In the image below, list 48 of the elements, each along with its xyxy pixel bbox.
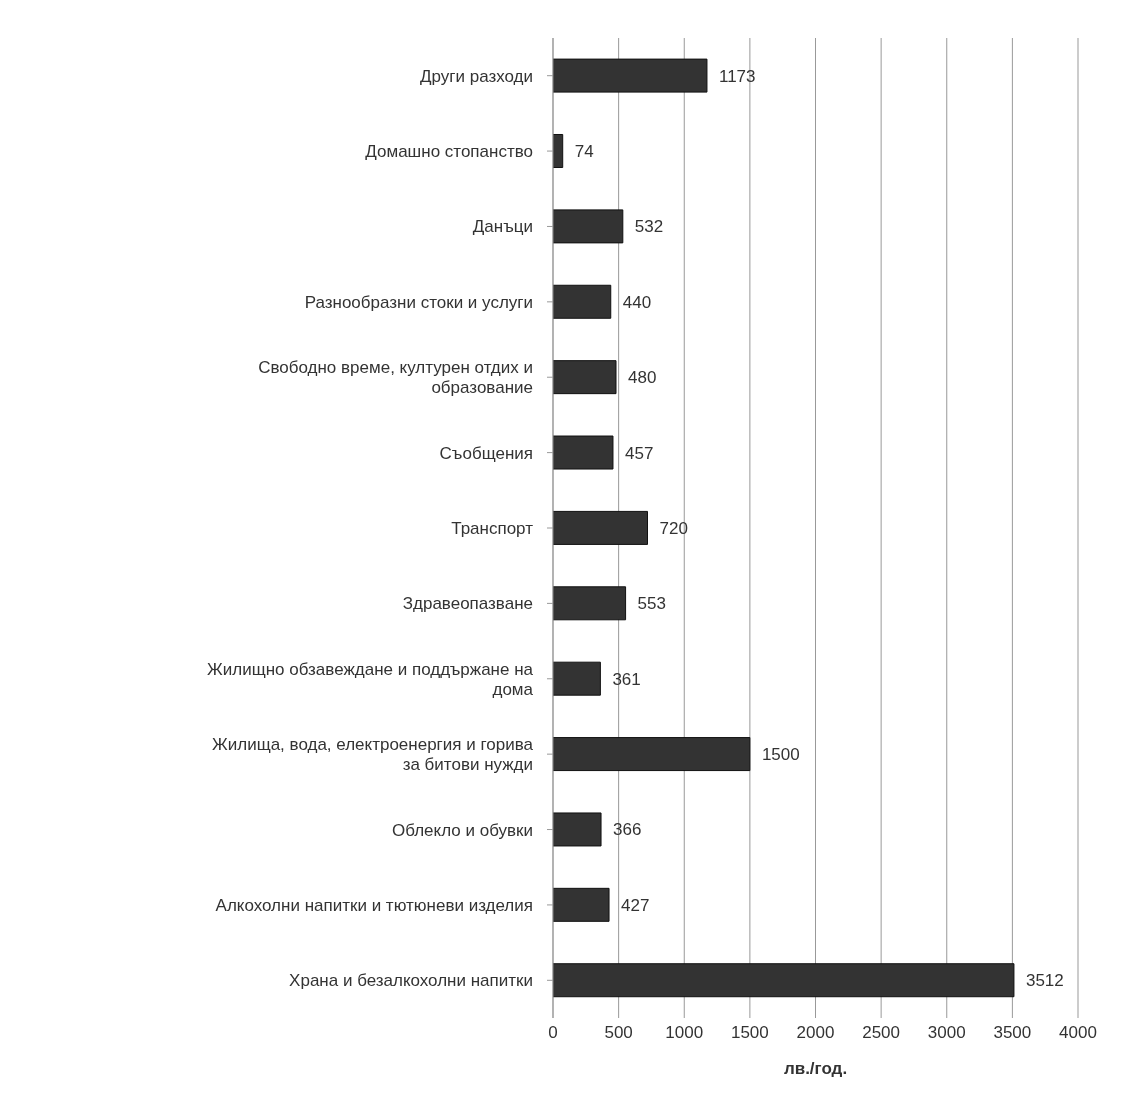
y-tick-label: Жилищно обзавеждане и поддържане на дома [207,659,534,699]
y-tick-label: Алкохолни напитки и тютюневи изделия [215,895,533,915]
data-label: 480 [628,368,657,388]
data-label: 3512 [1025,971,1064,991]
bar [553,58,708,93]
x-tick-label: 3500 [993,1023,1032,1043]
data-label: 553 [637,594,666,614]
bar [553,812,602,847]
y-tick-label: Домашно стопанство [365,141,533,161]
bar [553,435,614,470]
x-tick-label: 500 [604,1023,633,1043]
data-label: 532 [634,217,664,237]
data-label: 1500 [761,745,800,765]
data-label: 1173 [718,66,756,86]
bar [553,284,612,319]
y-tick-label: Жилища, вода, електроенергия и горива за битови нужди [212,734,534,774]
y-tick-label: Данъци [472,216,533,236]
data-label: 366 [613,820,642,840]
y-tick-label: Здравеопазване [402,593,533,613]
bar [553,963,1015,998]
bar [553,586,627,621]
y-tick-label: Транспорт [451,518,534,538]
y-tick-label: Разнообразни стоки и услуги [304,292,533,312]
bar [553,887,610,922]
x-tick-label: 2000 [796,1023,835,1043]
y-tick-label: Облекло и обувки [392,820,533,840]
x-tick-label: 2500 [862,1023,901,1043]
bar [553,209,624,244]
data-label: 361 [612,669,641,689]
bar [553,510,648,545]
y-tick-label: Свободно време, културен отдих и образование [258,357,533,397]
data-label: 720 [659,518,688,538]
data-label: 427 [621,895,650,915]
y-tick-label: Храна и безалкохолни напитки [289,970,533,990]
bar [553,360,617,395]
y-tick-label: Други разходи [419,66,533,86]
data-label: 74 [574,142,594,162]
x-tick-label: 3000 [927,1023,966,1043]
data-label: 440 [622,292,652,312]
x-tick-label: 0 [548,1023,558,1043]
x-tick-label: 1500 [730,1023,769,1043]
x-tick-label: 4000 [1059,1023,1097,1043]
x-axis-title: лв./год. [783,1059,848,1078]
y-tick-label: Съобщения [439,443,533,463]
bar [553,661,601,696]
data-label: 457 [624,443,654,463]
x-tick-label: 1000 [665,1023,704,1043]
bar [553,737,751,772]
